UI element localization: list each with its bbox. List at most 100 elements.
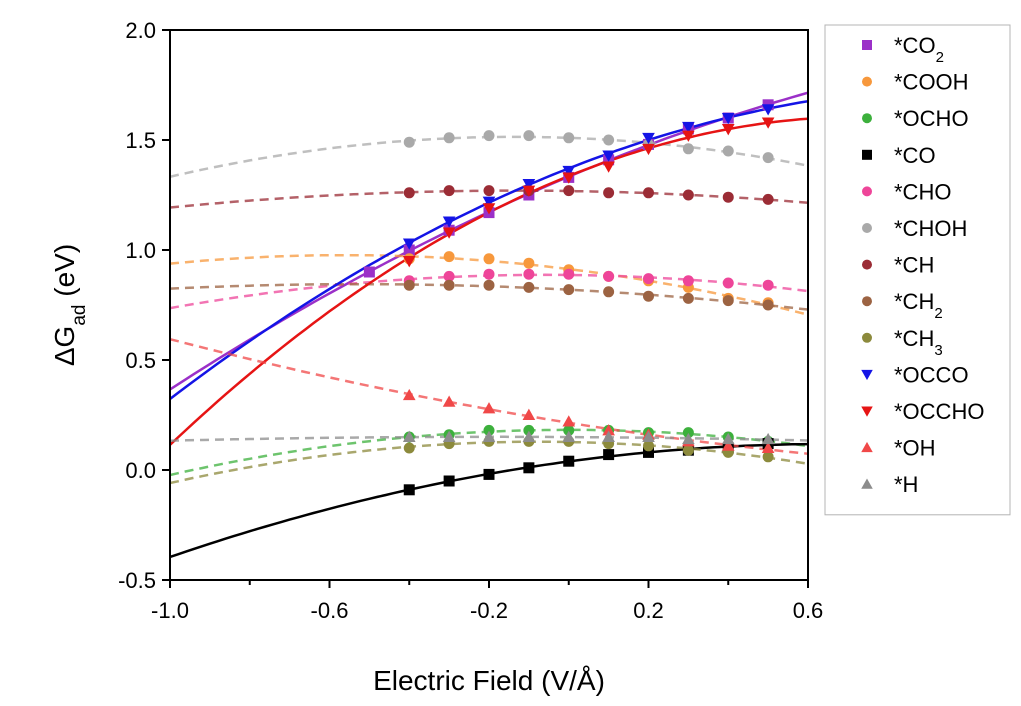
point-occo bbox=[442, 216, 456, 228]
point-occo bbox=[682, 121, 695, 134]
point-oh bbox=[761, 441, 775, 453]
point-cho bbox=[643, 273, 654, 285]
legend-label-ocho: *OCHO bbox=[894, 106, 969, 131]
point-co bbox=[403, 484, 415, 496]
point-oh bbox=[482, 402, 496, 414]
point-occho bbox=[761, 117, 775, 129]
point-ocho bbox=[483, 424, 495, 436]
point-ch2 bbox=[483, 279, 495, 291]
point-occho bbox=[562, 172, 576, 184]
point-co2 bbox=[403, 244, 415, 256]
point-occo bbox=[642, 132, 655, 145]
point-choh bbox=[443, 132, 455, 144]
x-tick-label: -0.6 bbox=[311, 598, 349, 623]
point-ch2 bbox=[443, 279, 455, 291]
point-h bbox=[682, 432, 695, 445]
y-axis-title: ΔGad (eV) bbox=[49, 244, 90, 366]
legend-box bbox=[824, 24, 1011, 516]
legend-marker-co bbox=[862, 149, 872, 160]
legend-label-sub: 2 bbox=[936, 49, 944, 66]
legend-label-h: *H bbox=[894, 472, 918, 497]
fit-line-choh bbox=[170, 135, 808, 179]
y-axis-title-main: ΔG bbox=[49, 326, 80, 366]
legend-label-sub: 3 bbox=[934, 341, 942, 358]
y-tick-label: 1.5 bbox=[125, 128, 156, 153]
point-choh bbox=[483, 130, 495, 142]
point-cho bbox=[722, 277, 734, 289]
x-tick-label: -1.0 bbox=[151, 598, 189, 623]
point-occho bbox=[482, 203, 496, 215]
legend-label-occho: *OCCHO bbox=[894, 399, 984, 424]
point-h bbox=[562, 430, 576, 442]
point-ch2 bbox=[722, 295, 734, 307]
legend-marker-cho bbox=[862, 186, 872, 197]
point-occo bbox=[522, 179, 536, 191]
legend-label-co: *CO bbox=[894, 143, 936, 168]
point-choh bbox=[563, 132, 575, 144]
point-occho bbox=[402, 256, 416, 268]
legend-label-choh: *CHOH bbox=[894, 216, 967, 241]
point-occho bbox=[682, 130, 695, 142]
point-h bbox=[602, 430, 615, 442]
point-ch3 bbox=[682, 444, 694, 456]
point-h bbox=[402, 430, 416, 442]
point-cooh bbox=[523, 257, 535, 269]
legend-marker-h bbox=[861, 478, 873, 489]
y-tick-label: 1.0 bbox=[125, 238, 156, 263]
point-occo bbox=[761, 104, 775, 116]
legend-marker-ch bbox=[862, 259, 872, 270]
point-co2 bbox=[363, 266, 375, 278]
point-choh bbox=[523, 130, 535, 142]
y-axis-title-sub: ad bbox=[69, 305, 90, 326]
point-oh bbox=[562, 415, 576, 427]
point-cho bbox=[563, 268, 575, 280]
point-occho bbox=[522, 185, 536, 197]
point-choh bbox=[682, 143, 694, 155]
point-cho bbox=[762, 279, 774, 291]
fit-line-occo bbox=[170, 99, 808, 400]
x-axis-title: Electric Field (V/Å) bbox=[373, 665, 605, 696]
point-cooh bbox=[443, 251, 455, 263]
point-co bbox=[643, 446, 654, 458]
y-tick-label: 0.5 bbox=[125, 348, 156, 373]
point-ch2 bbox=[563, 284, 575, 296]
axis-ticks: -1.0 -0.6 -0.2 0.2 0.6 -0.5 0.0 0.5 1.0 1.5 2.0 bbox=[118, 18, 823, 623]
point-ch2 bbox=[682, 292, 694, 304]
point-h bbox=[721, 432, 735, 445]
legend-label-sub: 2 bbox=[934, 305, 942, 322]
point-oh bbox=[721, 439, 735, 451]
point-co bbox=[483, 468, 495, 480]
legend-marker-ch3 bbox=[862, 332, 872, 343]
point-h bbox=[642, 430, 655, 442]
data-points bbox=[363, 99, 775, 496]
point-ch3 bbox=[762, 451, 774, 463]
point-choh bbox=[762, 152, 774, 164]
fit-curves bbox=[170, 91, 808, 559]
y-axis-title-unit: (eV) bbox=[49, 244, 80, 305]
point-h bbox=[442, 430, 456, 442]
point-ch bbox=[722, 191, 734, 203]
point-ch2 bbox=[762, 299, 774, 311]
point-co bbox=[603, 449, 615, 461]
point-co bbox=[523, 462, 535, 474]
point-ch bbox=[483, 185, 495, 197]
legend-label-cooh: *COOH bbox=[894, 70, 969, 95]
point-ch bbox=[603, 187, 615, 199]
point-cho bbox=[682, 275, 694, 287]
x-tick-label: 0.6 bbox=[793, 598, 824, 623]
point-ch bbox=[443, 185, 455, 197]
point-ch2 bbox=[603, 286, 615, 298]
point-choh bbox=[403, 136, 415, 148]
point-ch bbox=[682, 189, 694, 201]
point-co bbox=[443, 475, 455, 487]
legend-label-ch: *CH bbox=[894, 253, 934, 278]
point-ocho bbox=[523, 424, 535, 436]
point-occo bbox=[482, 196, 496, 208]
point-ch2 bbox=[523, 281, 535, 293]
point-oh bbox=[442, 395, 456, 407]
y-tick-label: -0.5 bbox=[118, 568, 156, 593]
point-h bbox=[761, 432, 775, 445]
point-h bbox=[482, 430, 496, 442]
legend-label-oh: *OH bbox=[894, 436, 936, 461]
legend-marker-cooh bbox=[862, 76, 872, 87]
